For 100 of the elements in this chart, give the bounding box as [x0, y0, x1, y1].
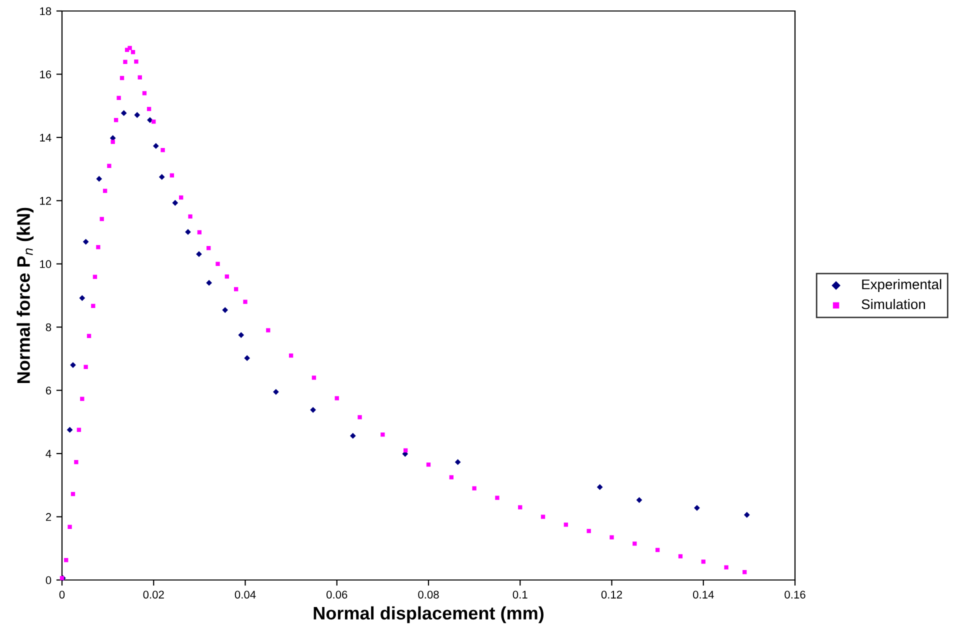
point: [152, 143, 159, 149]
point: [586, 528, 591, 534]
y-tick-label: 4: [46, 450, 52, 458]
point: [107, 164, 112, 168]
point: [188, 214, 192, 219]
point: [102, 188, 108, 193]
x-tick-label: 0.1: [512, 590, 528, 599]
point: [564, 522, 568, 527]
point: [694, 504, 700, 511]
point: [312, 376, 316, 380]
point: [206, 280, 212, 286]
point: [91, 304, 96, 308]
point: [196, 251, 202, 258]
point: [310, 406, 316, 413]
point: [70, 492, 76, 496]
point: [120, 110, 127, 116]
point: [80, 396, 84, 401]
point: [610, 535, 614, 540]
x-tick-label: 0: [59, 590, 65, 599]
point: [179, 195, 184, 200]
point: [84, 364, 88, 370]
point: [454, 459, 461, 466]
point: [68, 524, 72, 529]
y-tick-label: 10: [40, 260, 52, 268]
point: [243, 300, 248, 304]
x-tick-label: 0.16: [784, 590, 806, 599]
point: [82, 238, 89, 245]
point: [449, 475, 454, 480]
point: [138, 75, 142, 80]
legend-label: Experimental: [862, 279, 942, 292]
x-tick-label: 0.08: [418, 590, 439, 599]
point: [266, 328, 270, 332]
point: [100, 216, 104, 222]
point: [134, 59, 138, 64]
point: [244, 355, 250, 362]
point: [216, 262, 220, 266]
point: [158, 174, 165, 180]
x-tick-label: 0.04: [234, 590, 256, 599]
x-axis-title: Normal displacement (mm): [314, 606, 544, 624]
point: [273, 388, 279, 395]
point: [724, 565, 728, 570]
point: [66, 426, 73, 433]
point: [206, 246, 211, 250]
point: [288, 353, 294, 358]
y-tick-label: 16: [40, 70, 52, 78]
point: [92, 274, 98, 279]
point: [540, 514, 546, 519]
point: [79, 295, 86, 301]
point: [96, 245, 100, 250]
point: [128, 46, 132, 50]
point: [701, 560, 706, 564]
point: [350, 432, 356, 439]
point: [134, 112, 140, 118]
point: [472, 486, 476, 490]
point: [655, 548, 660, 552]
point: [146, 106, 152, 112]
x-tick-label: 0.14: [692, 590, 714, 599]
x-tick-label: 0.02: [143, 590, 164, 599]
point: [678, 554, 683, 558]
y-tick-label: 0: [46, 576, 52, 584]
point: [632, 542, 637, 546]
y-tick-label: 14: [40, 134, 52, 142]
point: [222, 307, 228, 313]
point: [358, 415, 362, 420]
point: [234, 287, 238, 292]
point: [160, 148, 165, 152]
point: [518, 505, 522, 510]
point: [123, 60, 128, 64]
point: [64, 558, 68, 562]
point: [110, 140, 115, 144]
point: [426, 462, 431, 467]
point: [130, 50, 136, 54]
point: [334, 396, 339, 400]
point: [495, 496, 500, 500]
point: [744, 512, 750, 518]
y-tick-label: 18: [40, 7, 52, 16]
legend-label: Simulation: [862, 298, 925, 310]
point: [742, 570, 747, 574]
point: [142, 91, 147, 96]
point: [120, 76, 124, 80]
point: [76, 428, 82, 432]
y-tick-label: 2: [46, 513, 52, 521]
point: [238, 332, 244, 338]
x-tick-label: 0.06: [326, 590, 348, 599]
y-tick-label: 8: [46, 323, 52, 332]
point: [185, 229, 191, 235]
point: [596, 484, 603, 490]
y-tick-label: 6: [46, 386, 52, 394]
x-tick-label: 0.12: [601, 590, 622, 599]
point: [114, 118, 118, 122]
point: [172, 200, 178, 206]
point: [404, 448, 408, 452]
point: [96, 176, 102, 182]
point: [197, 230, 202, 234]
y-tick-label: 12: [40, 196, 52, 205]
point: [224, 274, 230, 279]
y-axis-title: Normal force P$_{n}$ (kN): [16, 208, 34, 383]
point: [380, 432, 385, 437]
point: [636, 497, 642, 503]
point: [152, 120, 156, 124]
